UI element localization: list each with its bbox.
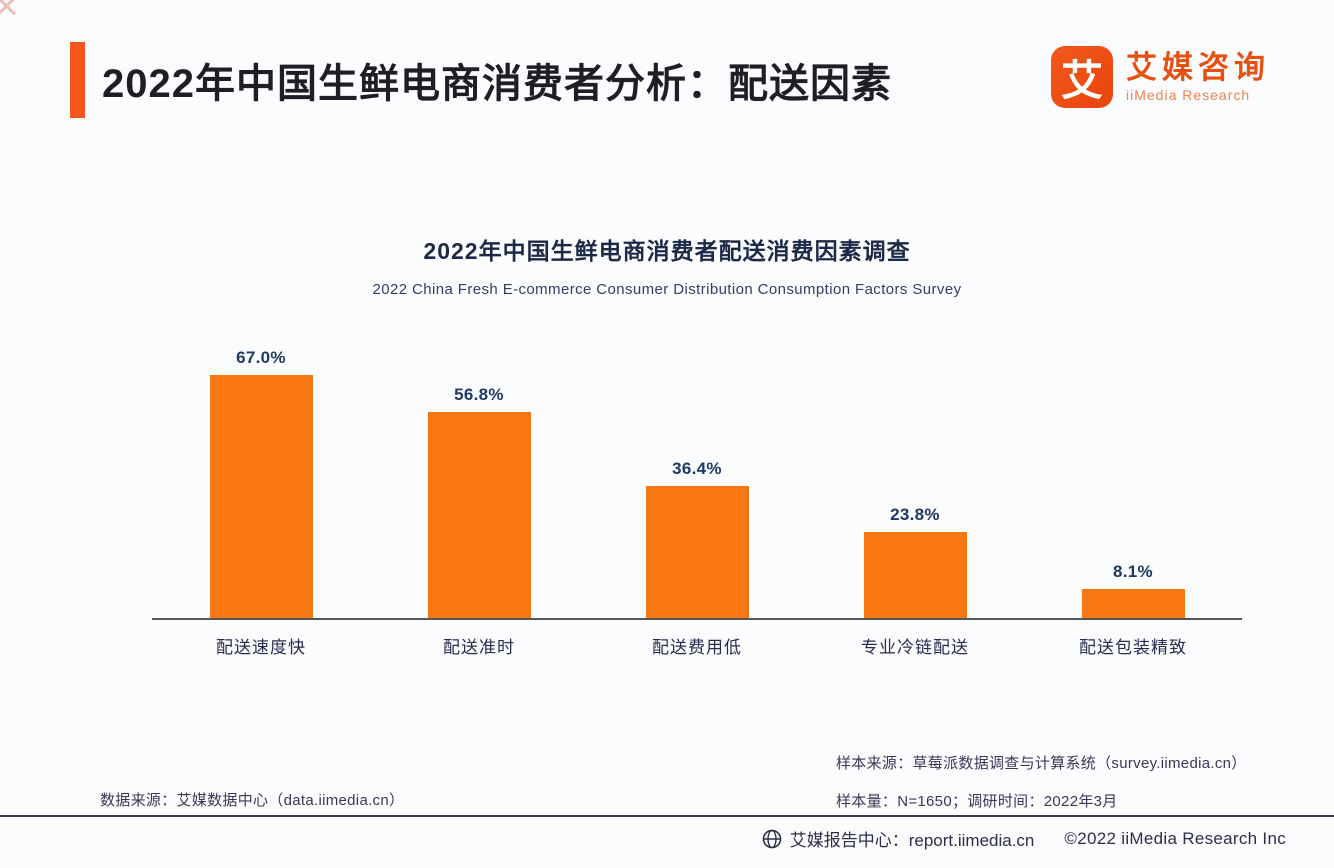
brand-name-cn: 艾媒咨询: [1126, 50, 1270, 86]
page-title: 2022年中国生鲜电商消费者分析：配送因素: [102, 62, 892, 106]
iimedia-logo: 艾 艾媒咨询 iiMedia Research: [1051, 46, 1270, 108]
page-header: 2022年中国生鲜电商消费者分析：配送因素: [70, 42, 892, 118]
bar-group: 67.0%: [152, 348, 370, 618]
bar-group: 8.1%: [1024, 562, 1242, 618]
bar-category-label: 专业冷链配送: [861, 638, 969, 657]
sample-source-block: 样本来源：草莓派数据调查与计算系统（survey.iimedia.cn） 样本量…: [836, 752, 1247, 811]
iimedia-logo-icon: 艾: [1051, 46, 1113, 108]
copyright-text: ©2022 iiMedia Research Inc: [1064, 828, 1286, 848]
bar-value-label: 56.8%: [454, 385, 504, 404]
bar-chart: 67.0% 56.8% 36.4% 23.8% 8.1% 配送速度快 配送准时 配送费用低 专…: [152, 320, 1242, 658]
sample-info-note: 样本量：N=1650；调研时间：2022年3月: [836, 793, 1118, 810]
bar: [1081, 589, 1185, 618]
report-center-text: 艾媒报告中心：report.iimedia.cn: [789, 831, 1035, 850]
footer-divider: [0, 815, 1334, 817]
bar-value-label: 23.8%: [890, 505, 940, 524]
bar-group: 23.8%: [806, 505, 1024, 618]
sample-source-note: 样本来源：草莓派数据调查与计算系统（survey.iimedia.cn）: [836, 755, 1247, 772]
iimedia-logo-text: 艾媒咨询 iiMedia Research: [1126, 50, 1270, 103]
bar: [863, 532, 967, 618]
bar-category-label: 配送速度快: [216, 638, 306, 657]
page-footer: 艾媒报告中心：report.iimedia.cn ©2022 iiMedia R…: [762, 826, 1286, 851]
bar-category-label: 配送准时: [443, 638, 515, 657]
chart-subtitle: 2022 China Fresh E-commerce Consumer Dis…: [372, 281, 962, 298]
bar: [209, 375, 313, 618]
bar-value-label: 67.0%: [236, 348, 286, 367]
data-source-note: 数据来源：艾媒数据中心（data.iimedia.cn）: [100, 792, 405, 809]
bar-category-label: 配送包装精致: [1079, 638, 1187, 657]
brand-name-en: iiMedia Research: [1126, 86, 1251, 103]
bar: [645, 486, 749, 618]
category-axis: 配送速度快 配送准时 配送费用低 专业冷链配送 配送包装精致: [152, 633, 1242, 658]
bar-group: 36.4%: [588, 459, 806, 618]
chart-header: 2022年中国生鲜电商消费者配送消费因素调查 2022 China Fresh …: [0, 232, 1334, 298]
corner-artifact-mark: [0, 0, 16, 16]
bar-group: 56.8%: [370, 385, 588, 618]
bar-value-label: 36.4%: [672, 459, 722, 478]
globe-icon: [762, 829, 782, 848]
bar-value-label: 8.1%: [1113, 562, 1153, 581]
bar-plot: 67.0% 56.8% 36.4% 23.8% 8.1%: [152, 320, 1242, 620]
bar: [427, 412, 531, 618]
chart-title: 2022年中国生鲜电商消费者配送消费因素调查: [423, 238, 911, 264]
bar-category-label: 配送费用低: [652, 638, 742, 657]
title-accent-bar: [70, 42, 85, 118]
